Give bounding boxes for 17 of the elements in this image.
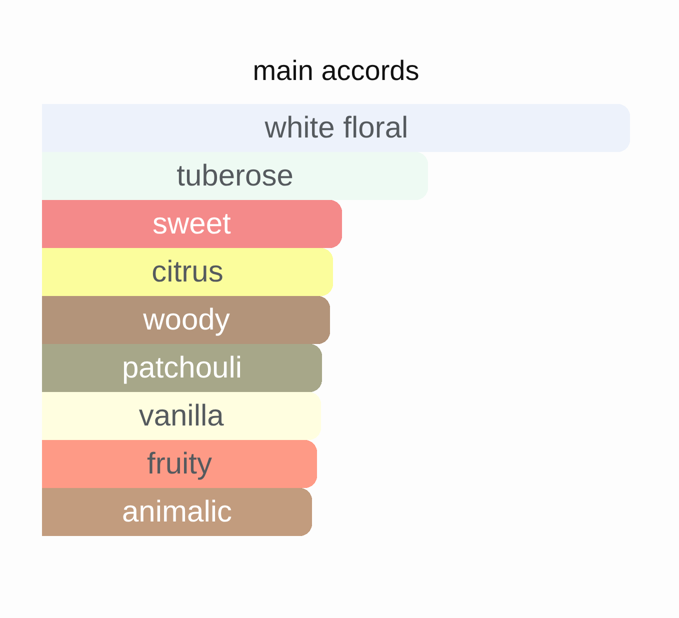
y-tick-label: citrus [152, 256, 224, 288]
bar [42, 248, 333, 296]
bar [42, 440, 317, 488]
y-tick-label: fruity [146, 448, 212, 480]
y-tick-label: patchouli [122, 352, 242, 384]
bar [42, 392, 321, 440]
bar [42, 200, 342, 248]
y-tick-label: sweet [152, 208, 232, 240]
bar [42, 488, 312, 536]
y-tick-label: vanilla [138, 400, 224, 432]
bar [42, 296, 330, 344]
chart-title: main accords [252, 54, 420, 86]
y-tick-label: tuberose [176, 160, 294, 192]
y-tick-label: woody [142, 304, 230, 336]
y-tick-label: white floral [264, 112, 408, 144]
bar [42, 344, 322, 392]
y-tick-label: animalic [122, 496, 232, 528]
